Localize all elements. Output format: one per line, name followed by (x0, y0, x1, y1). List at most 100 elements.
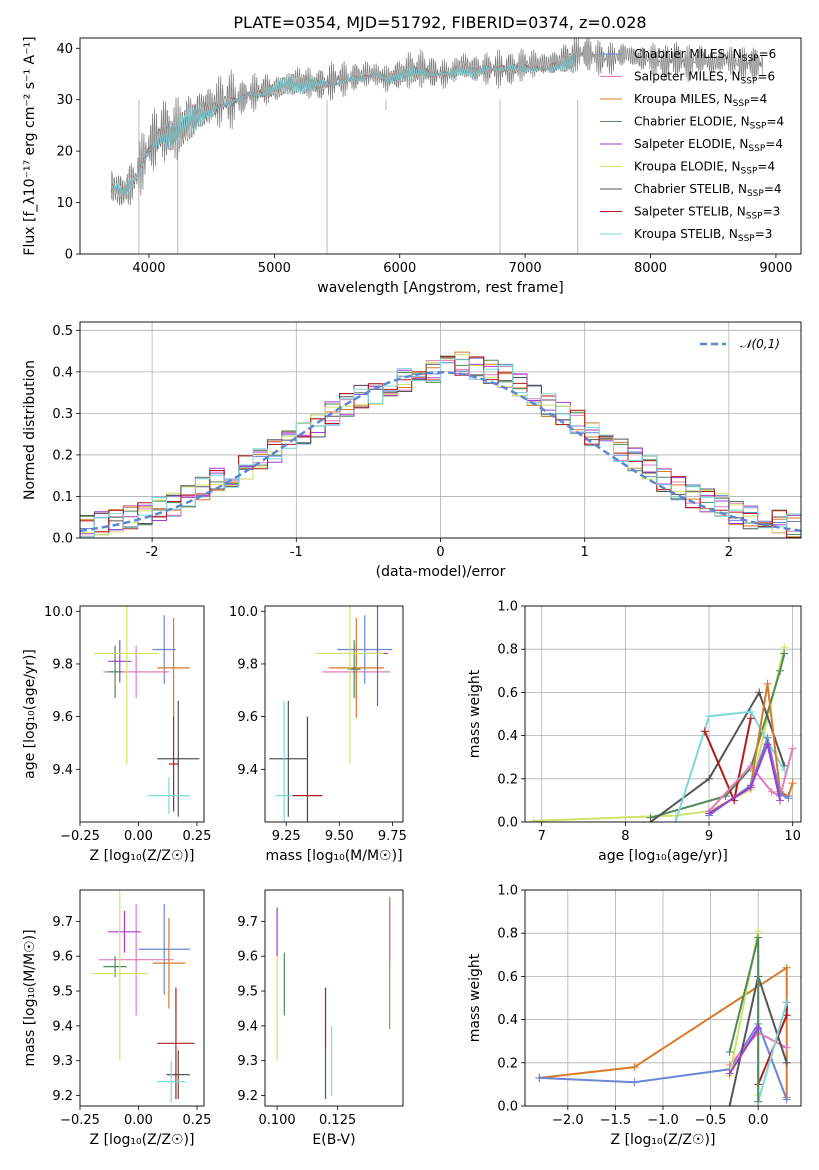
y-axis-label: mass weight (467, 669, 483, 758)
y-tick-label: 9.6 (237, 950, 258, 965)
legend-label: Salpeter MILES, NSSP=6 (634, 70, 775, 87)
x-tick-label: 0.25 (183, 829, 212, 844)
y-axis-label: mass weight (467, 953, 483, 1042)
legend-label: Chabrier MILES, NSSP=6 (634, 47, 776, 64)
y-tick-label: 9.8 (237, 657, 258, 672)
y-tick-label: 1.0 (497, 600, 518, 615)
x-tick-label: -2 (146, 545, 159, 560)
x-tick-label: −1.0 (647, 1113, 679, 1128)
legend-label: Kroupa ELODIE, NSSP=4 (634, 160, 775, 177)
plot-area (276, 896, 391, 1100)
y-tick-label: 10 (56, 196, 73, 211)
axes-frame (264, 605, 404, 823)
normal-reference-curve (80, 371, 801, 532)
y-tick-label: 9.6 (237, 710, 258, 725)
weight-line (649, 690, 786, 822)
x-tick-label: 0.25 (183, 1113, 212, 1128)
y-tick-label: 0.2 (497, 772, 518, 787)
y-tick-label: 30 (56, 93, 73, 108)
x-tick-label: 8 (621, 829, 629, 844)
y-tick-label: 0.8 (497, 927, 518, 942)
panel-mass-vs-ebv: 0.100 0.125 9.2 9.3 9.4 9.5 9.6 9.7 E(B-V) (237, 889, 404, 1148)
axes-frame (524, 889, 802, 1107)
x-tick-label: -1 (290, 545, 303, 560)
plot-area (529, 643, 797, 822)
plot-area (535, 927, 791, 1106)
axes-frame (524, 605, 802, 823)
y-tick-label: 0.0 (497, 1100, 518, 1115)
x-axis-label: Z [log₁₀(Z/Z☉)] (611, 1132, 716, 1148)
axes-frame (79, 321, 802, 539)
panel-spectrum: 4000 5000 6000 7000 8000 9000 0 10 20 30 40 wavelen… (22, 36, 802, 296)
panel-mass-weight-vs-age: 7 8 9 10 0.0 0.2 0.4 0.6 0.8 1.0 age [log₁₀(age/yr… (467, 600, 802, 864)
panel-age-vs-Z: −0.25 0.00 0.25 9.4 9.6 9.8 10.0 Z [log₁₀(Z/Z☉)… (22, 605, 212, 864)
y-tick-label: 9.4 (52, 1019, 73, 1034)
x-tick-label: 9.75 (378, 829, 407, 844)
y-tick-label: 9.4 (52, 763, 73, 778)
y-tick-label: 9.2 (52, 1089, 73, 1104)
weight-line (708, 734, 789, 817)
y-tick-label: 9.2 (237, 1089, 258, 1104)
weight-line (708, 740, 782, 815)
histogram-step (80, 357, 801, 538)
y-tick-label: 0.4 (497, 1013, 518, 1028)
y-tick-label: 10.0 (229, 605, 258, 620)
weight-line (757, 1002, 788, 1102)
y-tick-label: 0.5 (52, 324, 73, 339)
y-tick-label: 9.6 (52, 950, 73, 965)
x-axis-label: (data-model)/error (376, 564, 506, 580)
y-tick-label: 0.0 (497, 816, 518, 831)
x-tick-label: 1 (581, 545, 589, 560)
panel-mass-vs-Z: −0.25 0.00 0.25 9.2 9.3 9.4 9.5 9.6 9.7 Z [log₁₀(… (22, 889, 212, 1148)
y-tick-label: 0.0 (52, 532, 73, 547)
x-tick-label: 9.50 (325, 829, 354, 844)
plot-area (110, 38, 764, 254)
y-tick-label: 9.5 (52, 985, 73, 1000)
x-tick-label: 10 (784, 829, 801, 844)
y-tick-label: 9.3 (52, 1054, 73, 1069)
panel-mass-weight-vs-Z: −2.0 −1.5 −1.0 −0.5 0.0 0.0 0.2 0.4 0.6 0.8 1.0 Z [… (467, 884, 802, 1148)
legend-label: 𝒩(0,1) (740, 337, 780, 351)
x-axis-label: Z [log₁₀(Z/Z☉)] (90, 848, 195, 864)
legend-label: Chabrier ELODIE, NSSP=4 (634, 115, 784, 132)
y-tick-label: 9.7 (237, 915, 258, 930)
legend-label: Salpeter STELIB, NSSP=3 (634, 205, 780, 222)
axes-frame (79, 37, 802, 255)
y-tick-label: 0.4 (52, 365, 73, 380)
y-tick-label: 9.3 (237, 1054, 258, 1069)
x-tick-label: 2 (725, 545, 733, 560)
x-tick-label: 0 (436, 545, 444, 560)
y-tick-label: 9.5 (237, 985, 258, 1000)
y-tick-label: 0.4 (497, 729, 518, 744)
y-tick-label: 9.7 (52, 915, 73, 930)
y-tick-label: 9.4 (237, 763, 258, 778)
x-tick-label: 9000 (759, 261, 792, 276)
x-tick-label: 0.00 (124, 1113, 153, 1128)
figure-title: PLATE=0354, MJD=51792, FIBERID=0374, z=0… (233, 13, 646, 32)
axes-frame (264, 889, 404, 1107)
x-tick-label: −0.25 (60, 829, 100, 844)
weight-line (703, 718, 752, 804)
x-tick-label: 6000 (383, 261, 416, 276)
x-tick-label: −0.25 (60, 1113, 100, 1128)
y-tick-label: 0.6 (497, 686, 518, 701)
x-tick-label: 0.0 (748, 1113, 769, 1128)
x-tick-label: 7000 (509, 261, 542, 276)
x-tick-label: 0.00 (124, 829, 153, 844)
x-axis-label: age [log₁₀(age/yr)] (598, 848, 728, 864)
x-axis-label: mass [log₁₀(M/M☉)] (265, 848, 402, 864)
plot-area (91, 890, 195, 1103)
x-tick-label: 0.125 (319, 1113, 356, 1128)
y-tick-label: 10.0 (44, 605, 73, 620)
legend-label: Kroupa MILES, NSSP=4 (634, 92, 767, 109)
x-tick-label: 8000 (634, 261, 667, 276)
x-tick-label: 9.25 (272, 829, 301, 844)
legend: 𝒩(0,1) (700, 337, 780, 351)
panel-age-vs-mass: 9.25 9.50 9.75 9.4 9.6 9.8 10.0 mass [log₁₀(M/M… (229, 605, 407, 864)
y-tick-label: 0.2 (497, 1056, 518, 1071)
y-tick-label: 1.0 (497, 884, 518, 899)
x-tick-label: 9 (705, 829, 713, 844)
axes-frame (79, 889, 205, 1107)
y-tick-label: 40 (56, 42, 73, 57)
